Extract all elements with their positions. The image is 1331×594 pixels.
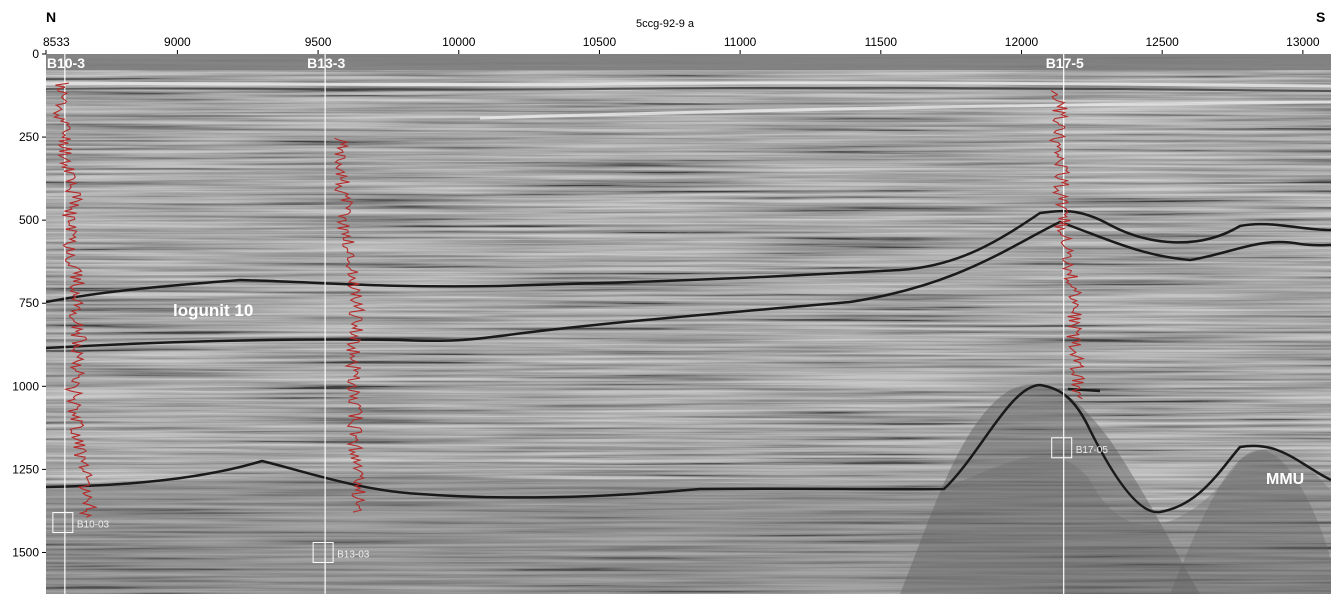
- x-tick-label: 8533: [43, 35, 70, 49]
- horizon-upper-1: [46, 209, 1331, 304]
- log-curve: [52, 82, 98, 518]
- north-label: N: [46, 9, 56, 25]
- horizon-upper-2: [46, 220, 1331, 350]
- x-tick-label: 9000: [164, 35, 191, 49]
- x-tick-label: 11000: [724, 35, 757, 49]
- seismic-texture: [46, 54, 1331, 594]
- seismic-panel: B10-3 B10-03 B13-3 B13-03 B17-5 B17-05 loguni…: [46, 54, 1331, 594]
- section-title: 5ccg-92-9 a: [636, 18, 695, 30]
- y-tick-label: 0: [32, 47, 39, 61]
- x-tick-label: 12000: [1005, 35, 1039, 49]
- y-tick-label: 500: [19, 213, 39, 227]
- surface-label: MMU: [1266, 471, 1304, 488]
- x-tick-label: 10500: [583, 35, 617, 49]
- y-tick-label: 1250: [12, 462, 39, 476]
- log-curve: [334, 137, 367, 513]
- core-sample-box: [1051, 437, 1073, 459]
- core-sample-box: [52, 512, 74, 534]
- deep-chaotic-zone: [46, 449, 1331, 594]
- shallow-reflector: [479, 100, 1331, 120]
- well-name-label: B13-3: [307, 55, 345, 71]
- y-tick-label: 1000: [12, 379, 39, 393]
- y-tick-label: 250: [19, 130, 39, 144]
- x-tick-label: 9500: [305, 35, 332, 49]
- x-tick-label: 12500: [1145, 35, 1179, 49]
- x-tick-label: 13000: [1286, 35, 1320, 49]
- fault-segment: [1067, 387, 1101, 393]
- core-sample-label: B10-03: [77, 520, 110, 531]
- core-sample-label: B17-05: [1076, 445, 1109, 456]
- y-axis: 0 250 500 750 1000 1250 1500: [12, 47, 46, 559]
- x-axis: 8533 9000 9500 10000 10500 11000 11500 12000 125…: [43, 35, 1320, 54]
- south-label: S: [1316, 9, 1325, 25]
- diapir-dome-right: [1170, 450, 1331, 594]
- water-column: [46, 54, 1331, 70]
- x-tick-label: 10000: [442, 35, 476, 49]
- well-name-label: B17-5: [1046, 55, 1084, 71]
- x-tick-label: 11500: [865, 35, 898, 49]
- y-tick-label: 750: [19, 296, 39, 310]
- log-curve: [1048, 90, 1086, 400]
- diapir-dome: [900, 384, 1200, 594]
- well-name-label: B10-3: [47, 55, 85, 71]
- y-tick-label: 1500: [12, 545, 39, 559]
- core-sample-label: B13-03: [337, 549, 370, 560]
- unit-label: logunit 10: [173, 301, 253, 320]
- seafloor-reflector: [46, 81, 1331, 88]
- seafloor-dark: [46, 86, 1331, 92]
- core-sample-box: [312, 541, 334, 563]
- mmu-horizon: [46, 383, 1331, 514]
